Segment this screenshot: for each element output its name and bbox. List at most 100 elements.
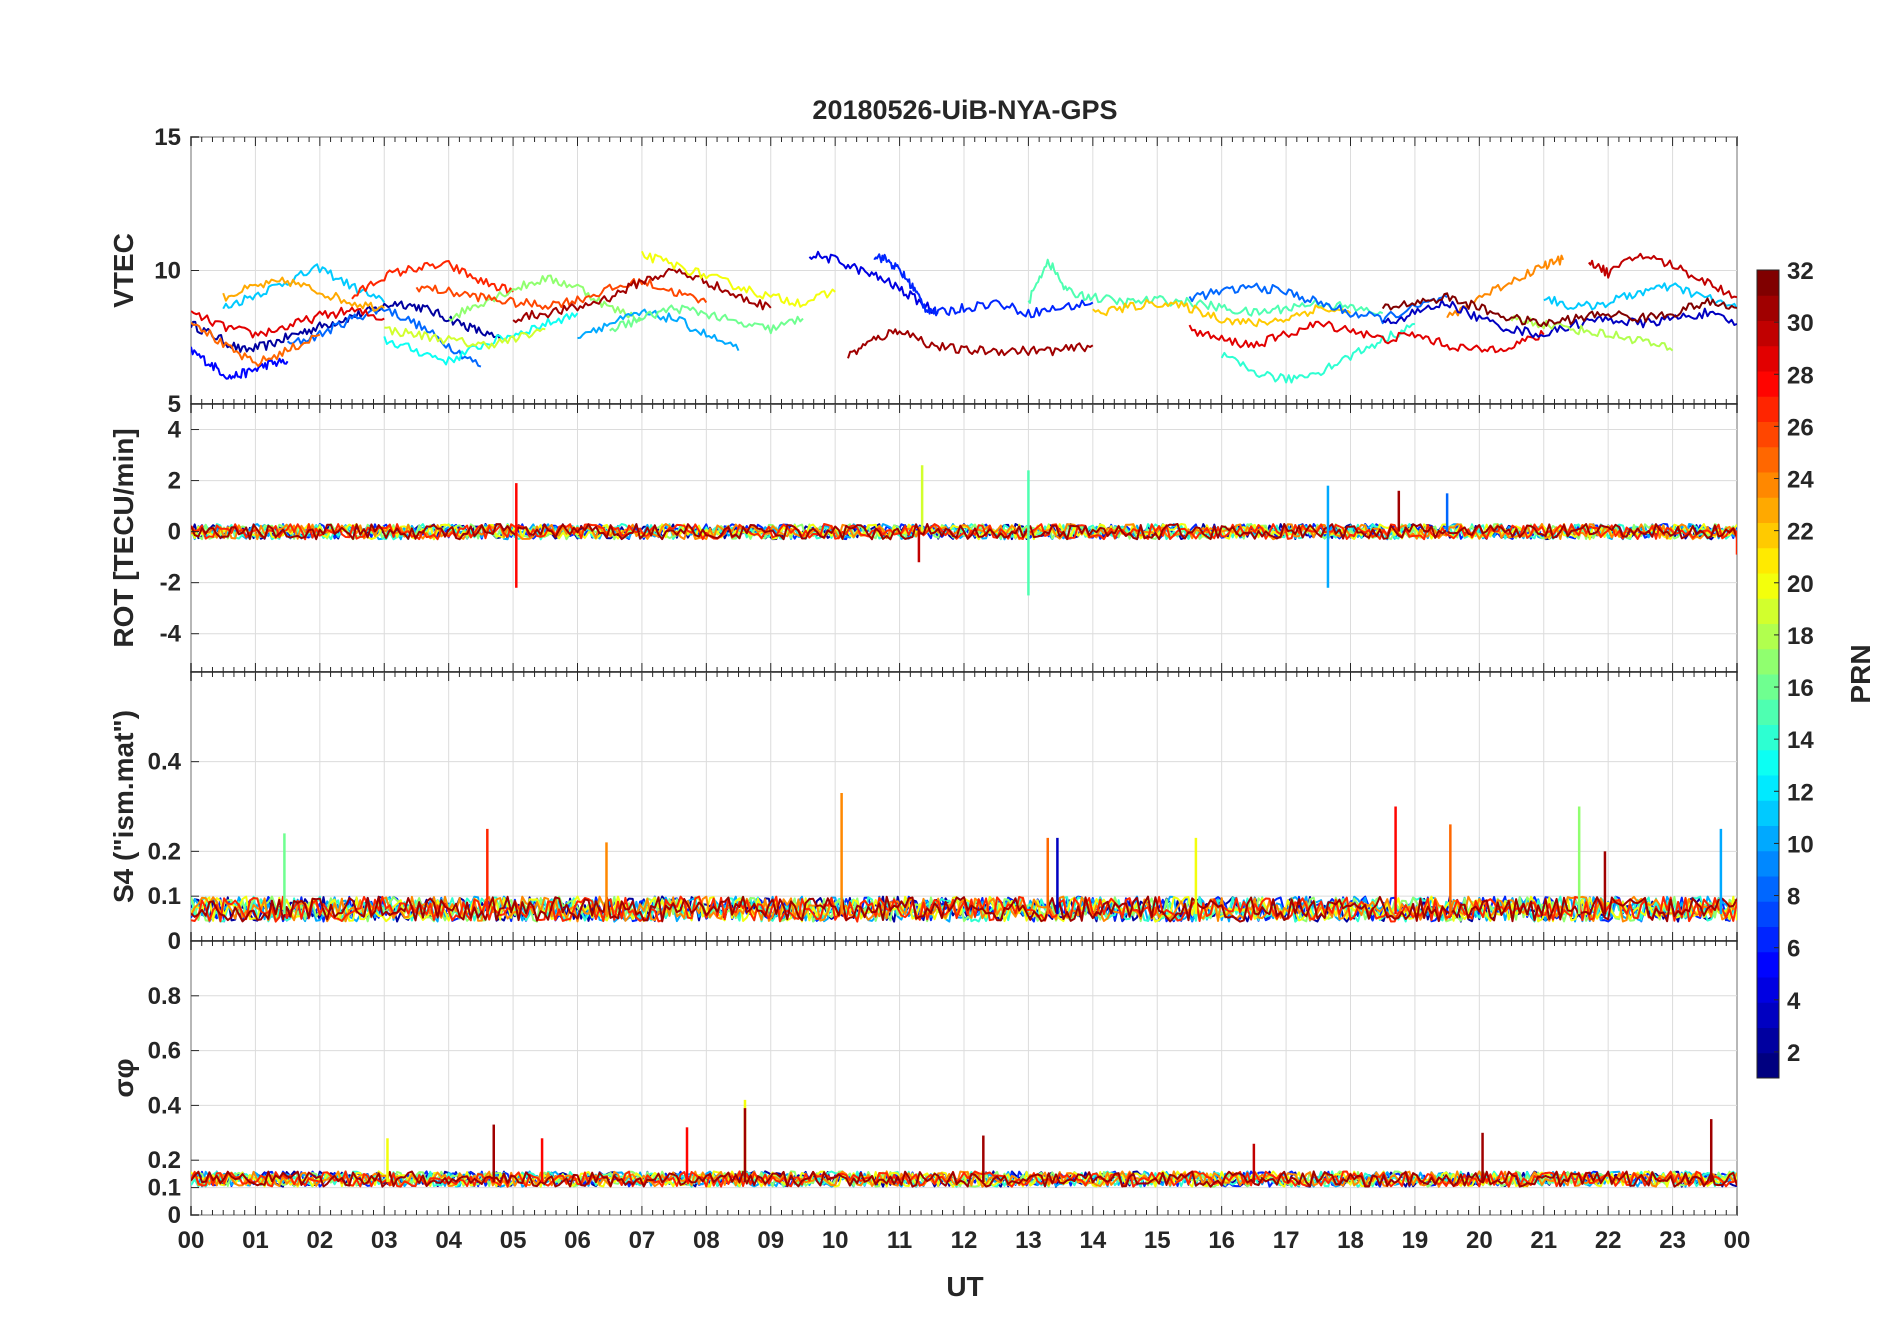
panel-vtec: 5 10 15 VTEC — [108, 124, 1738, 418]
colorbar-tick-label: 6 — [1787, 936, 1800, 963]
y-tick-label: -2 — [160, 570, 181, 597]
colorbar-tick-label: 22 — [1787, 519, 1814, 546]
x-tick-label: 00 — [1724, 1227, 1751, 1254]
colorbar-band — [1757, 598, 1779, 624]
x-tick-label: 00 — [178, 1227, 205, 1254]
x-tick-label: 05 — [500, 1227, 527, 1254]
y-axis-label-sigma_phi: σφ — [108, 1058, 139, 1097]
colorbar-tick-label: 24 — [1787, 467, 1814, 494]
vtec-series-prn-17 — [448, 274, 643, 322]
vtec-series-prn-2 — [191, 300, 502, 353]
colorbar-band — [1757, 270, 1779, 296]
vtec-series-prn-27 — [351, 260, 514, 300]
panel-rot: -4 -2 0 2 4 ROT [TECU/min] — [108, 403, 1738, 673]
colorbar-band — [1757, 901, 1779, 927]
colorbar-tick-label: 32 — [1787, 258, 1814, 285]
y-tick-label: 0 — [168, 519, 181, 546]
y-tick-label: 0.1 — [148, 883, 181, 910]
vtec-series-prn-25 — [191, 321, 321, 367]
x-tick-label: 08 — [693, 1227, 720, 1254]
vtec-series-prn-10 — [577, 308, 740, 352]
colorbar-band — [1757, 421, 1779, 448]
colorbar-band — [1757, 573, 1779, 599]
colorbar-tick-label: 28 — [1787, 362, 1814, 389]
colorbar-tick-label: 4 — [1787, 988, 1801, 1015]
x-tick-label: 07 — [629, 1227, 656, 1254]
x-tick-label: 04 — [435, 1227, 462, 1254]
vtec-series-prn-29 — [1188, 320, 1545, 354]
vtec-series-prn-5 — [191, 346, 289, 380]
vtec-series-prn-11 — [1543, 282, 1737, 311]
series-group — [191, 465, 1737, 596]
vtec-series-prn-20 — [640, 250, 836, 308]
series-group — [191, 1099, 1737, 1188]
y-tick-label: 4 — [168, 417, 182, 444]
y-tick-label: 0.4 — [148, 749, 182, 776]
y-tick-label: 0.2 — [148, 838, 181, 865]
y-axis-label-vtec: VTEC — [108, 233, 139, 308]
vtec-series-prn-31 — [512, 267, 772, 324]
x-tick-label: 10 — [822, 1227, 849, 1254]
colorbar-band — [1757, 1027, 1779, 1054]
sigma_phi-series-prn-27 — [191, 1170, 1737, 1188]
x-tick-label: 11 — [887, 1227, 912, 1254]
colorbar-band — [1757, 547, 1779, 574]
colorbar-tick-label: 8 — [1787, 884, 1800, 911]
colorbar-band — [1757, 876, 1779, 902]
vtec-series-prn-18 — [1510, 315, 1674, 352]
y-tick-label: 5 — [168, 391, 181, 418]
y-tick-label: -4 — [160, 621, 182, 648]
vtec-series-prn-13 — [383, 312, 579, 366]
y-tick-label: 0.4 — [148, 1092, 182, 1119]
y-tick-label: 0.2 — [148, 1147, 181, 1174]
x-tick-label: 16 — [1208, 1227, 1235, 1254]
series-group — [191, 793, 1737, 923]
colorbar-tick-label: 20 — [1787, 571, 1814, 598]
colorbar-band — [1757, 472, 1779, 498]
vtec-series-prn-29 — [191, 306, 385, 339]
s4-series-prn-31 — [191, 895, 1737, 923]
colorbar-band — [1757, 775, 1779, 801]
vtec-series-prn-32 — [1381, 292, 1737, 328]
x-tick-label: 21 — [1530, 1227, 1557, 1254]
chart-title: 20180526-UiB-NYA-GPS — [812, 95, 1117, 125]
colorbar-band — [1757, 825, 1779, 852]
colorbar-band — [1757, 522, 1779, 549]
colorbar-band — [1757, 345, 1779, 372]
x-tick-label: 02 — [306, 1227, 333, 1254]
x-tick-label: 12 — [951, 1227, 978, 1254]
series-group — [191, 250, 1737, 384]
colorbar-band — [1757, 371, 1779, 397]
panel-s4: 0 0.1 0.2 0.4 S4 ("ism.mat") — [108, 671, 1738, 955]
vtec-series-prn-4 — [808, 250, 939, 315]
x-tick-label: 09 — [757, 1227, 784, 1254]
colorbar-band — [1757, 320, 1779, 347]
colorbar-band — [1757, 648, 1779, 675]
colorbar-tick-label: 18 — [1787, 623, 1814, 650]
colorbar-tick-label: 12 — [1787, 779, 1814, 806]
x-tick-label: 03 — [371, 1227, 398, 1254]
vtec-series-prn-30 — [1588, 252, 1737, 299]
colorbar-tick-label: 26 — [1787, 414, 1814, 441]
colorbar-band — [1757, 749, 1779, 776]
colorbar-frame — [1756, 269, 1780, 1079]
colorbar-band — [1757, 699, 1779, 725]
y-tick-label: 0 — [168, 1202, 181, 1229]
colorbar-label: PRN — [1845, 644, 1876, 703]
vtec-series-prn-23 — [222, 276, 385, 312]
x-tick-label: 18 — [1337, 1227, 1364, 1254]
vtec-series-prn-22 — [1092, 299, 1352, 328]
x-tick-label: 14 — [1079, 1227, 1106, 1254]
x-tick-label: 19 — [1402, 1227, 1429, 1254]
vtec-series-prn-8 — [286, 306, 482, 368]
y-tick-label: 0.1 — [148, 1175, 181, 1202]
colorbar-tick-label: 16 — [1787, 675, 1814, 702]
colorbar-tick-label: 14 — [1787, 727, 1814, 754]
y-tick-label: 15 — [154, 124, 181, 151]
colorbar-band — [1757, 850, 1779, 877]
x-tick-label: 22 — [1595, 1227, 1622, 1254]
colorbar-band — [1757, 446, 1779, 473]
y-tick-label: 10 — [154, 258, 181, 285]
y-tick-label: 0.6 — [148, 1038, 181, 1065]
